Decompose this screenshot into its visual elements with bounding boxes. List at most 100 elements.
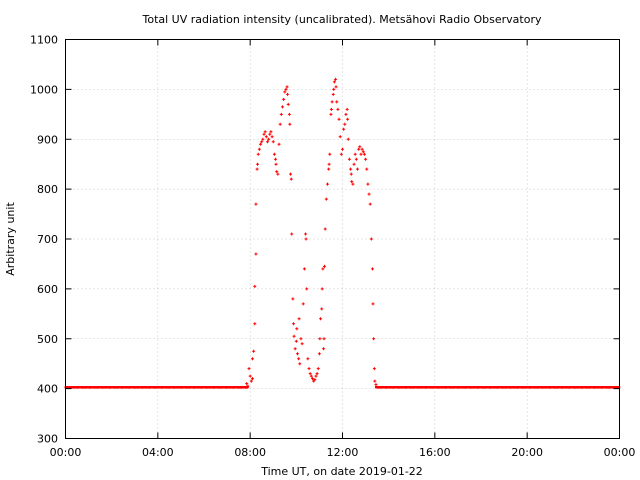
data-point (248, 374, 252, 378)
data-point (367, 192, 371, 196)
data-point (362, 152, 366, 156)
data-point (261, 137, 265, 141)
y-tick-label: 400 (37, 383, 58, 396)
data-point (294, 339, 298, 343)
axis-ticks (65, 39, 620, 439)
data-point (252, 349, 256, 353)
data-point (346, 137, 350, 141)
data-point (343, 122, 347, 126)
data-point (359, 152, 363, 156)
y-tick-label: 800 (37, 183, 58, 196)
data-point (285, 85, 289, 89)
data-point (253, 322, 257, 326)
data-point (274, 162, 278, 166)
x-tick-label: 08:00 (234, 446, 266, 459)
data-point (245, 382, 249, 386)
data-point (351, 182, 355, 186)
x-axis-label: Time UT, on date 2019-01-22 (260, 465, 423, 478)
data-point (295, 327, 299, 331)
data-point (314, 374, 318, 378)
data-point (304, 232, 308, 236)
y-tick-label: 900 (37, 133, 58, 146)
x-tick-label: 00:00 (50, 446, 82, 459)
data-point (276, 172, 280, 176)
data-point (304, 237, 308, 241)
data-point (337, 117, 341, 121)
data-point (369, 237, 373, 241)
data-point (264, 135, 268, 139)
data-point (297, 357, 301, 361)
data-point (250, 377, 254, 381)
data-point (275, 170, 279, 174)
data-point (349, 167, 353, 171)
data-point (274, 157, 278, 161)
tick-labels: 00:00 04:00 08:00 12:00 16:00 20:00 00:0030040… (30, 34, 635, 460)
data-point (341, 147, 344, 151)
data-points (64, 77, 621, 389)
data-point (271, 140, 275, 144)
x-tick-label: 20:00 (511, 446, 543, 459)
data-point (313, 378, 317, 382)
data-point (356, 167, 360, 171)
data-point (288, 122, 292, 126)
data-point (305, 287, 309, 291)
data-point (262, 132, 266, 136)
data-point (323, 227, 327, 231)
data-point (283, 90, 287, 94)
grid-lines (65, 39, 620, 439)
x-tick-label: 12:00 (327, 446, 359, 459)
data-point (308, 372, 312, 376)
data-point (310, 377, 314, 381)
data-point (297, 317, 301, 321)
data-point (365, 167, 369, 171)
data-point (325, 182, 329, 186)
x-tick-label: 00:00 (604, 446, 636, 459)
data-point (331, 92, 335, 96)
data-point (254, 202, 258, 206)
data-point (317, 352, 321, 356)
data-point (322, 347, 326, 351)
y-tick-label: 1000 (30, 83, 58, 96)
y-tick-label: 500 (37, 333, 58, 346)
data-point (280, 105, 284, 109)
data-point (371, 267, 375, 271)
data-point (298, 362, 302, 366)
data-point (301, 302, 305, 306)
data-point (327, 162, 331, 166)
data-point (329, 107, 333, 111)
data-point (255, 167, 259, 171)
data-point (279, 112, 283, 116)
data-point (289, 177, 293, 181)
data-point (372, 337, 376, 341)
data-point (247, 367, 251, 371)
data-point (289, 172, 293, 176)
data-point (374, 383, 378, 387)
data-point (327, 167, 331, 171)
data-point (309, 374, 313, 378)
data-point (292, 322, 296, 326)
data-point (339, 152, 343, 156)
data-point (272, 152, 276, 156)
data-point (334, 85, 338, 89)
data-point (269, 130, 273, 134)
data-point (256, 152, 260, 156)
data-point (295, 352, 299, 356)
data-point (306, 357, 310, 361)
data-point (322, 264, 326, 268)
data-point (290, 232, 294, 236)
data-point (354, 157, 358, 161)
data-point (320, 307, 324, 311)
data-point (350, 180, 354, 184)
data-point (302, 267, 306, 271)
data-point (278, 122, 282, 126)
data-point (338, 135, 342, 139)
data-point (286, 92, 290, 96)
data-point (368, 202, 372, 206)
data-point (373, 379, 377, 383)
data-point (253, 284, 257, 288)
data-point (284, 87, 288, 91)
data-point (366, 182, 370, 186)
data-point (265, 140, 269, 144)
data-point (361, 150, 365, 154)
x-tick-label: 04:00 (142, 446, 174, 459)
